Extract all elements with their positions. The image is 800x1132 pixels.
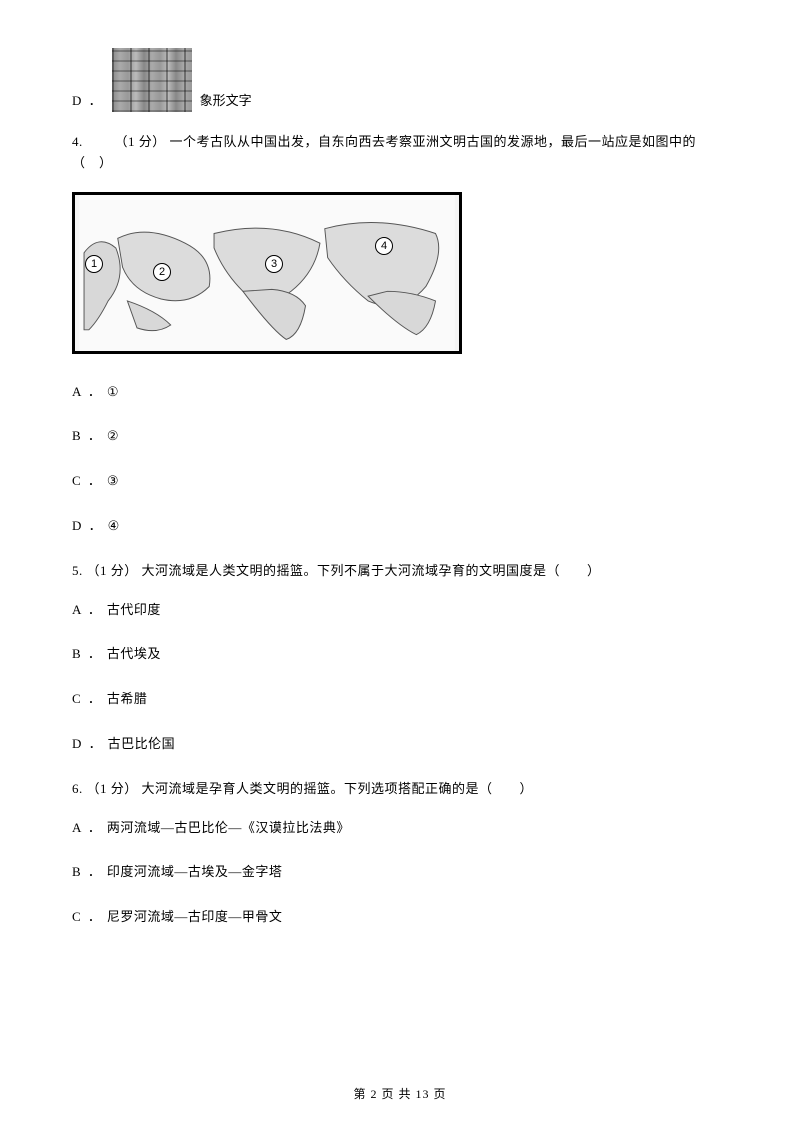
option-label: B ． (72, 646, 103, 661)
points: （1 分） (115, 134, 166, 149)
page-footer: 第 2 页 共 13 页 (0, 1085, 800, 1104)
option-label: C ． (72, 691, 103, 706)
option-label: D ． (72, 518, 104, 533)
footer-prefix: 第 (353, 1087, 370, 1101)
option-label: D ． (72, 91, 104, 112)
map-label-2: 2 (153, 263, 171, 281)
option-label: D ． (72, 736, 104, 751)
option-text: ④ (108, 518, 120, 533)
points: （1 分） (87, 781, 138, 796)
points: （1 分） (87, 563, 138, 578)
q5-option-c: C ． 古希腊 (72, 689, 728, 710)
q5-stem: 5. （1 分） 大河流域是人类文明的摇篮。下列不属于大河流域孕育的文明国度是（… (72, 561, 728, 582)
question-number: 6. (72, 781, 83, 796)
footer-total: 13 (416, 1087, 430, 1101)
q6-option-c: C ． 尼罗河流域—古印度—甲骨文 (72, 907, 728, 928)
question-number: 4. (72, 134, 83, 149)
footer-mid: 页 共 (377, 1087, 415, 1101)
map-label-3: 3 (265, 255, 283, 273)
map-svg (75, 195, 459, 351)
option-label: C ． (72, 473, 103, 488)
q5-option-b: B ． 古代埃及 (72, 644, 728, 665)
stem-text: 大河流域是孕育人类文明的摇篮。下列选项搭配正确的是（ ） (142, 781, 534, 796)
option-label: B ． (72, 864, 103, 879)
q5-option-d: D ． 古巴比伦国 (72, 734, 728, 755)
option-text: ③ (107, 473, 119, 488)
q3-option-d: D ． 象形文字 (72, 48, 728, 112)
map-label-1: 1 (85, 255, 103, 273)
option-text: 印度河流域—古埃及—金字塔 (107, 864, 283, 879)
option-text: 古代埃及 (107, 646, 161, 661)
q6-stem: 6. （1 分） 大河流域是孕育人类文明的摇篮。下列选项搭配正确的是（ ） (72, 779, 728, 800)
q4-stem: 4. （1 分） 一个考古队从中国出发，自东向西去考察亚洲文明古国的发源地，最后… (72, 132, 728, 174)
option-text: 古希腊 (107, 691, 148, 706)
hieroglyph-image (112, 48, 192, 112)
q4-option-b: B ． ② (72, 426, 728, 447)
option-text: 两河流域—古巴比伦—《汉谟拉比法典》 (107, 820, 350, 835)
option-text: 象形文字 (200, 91, 252, 112)
option-text: ② (107, 428, 119, 443)
question-number: 5. (72, 563, 83, 578)
q4-option-d: D ． ④ (72, 516, 728, 537)
q6-option-a: A ． 两河流域—古巴比伦—《汉谟拉比法典》 (72, 818, 728, 839)
stem-text: 大河流域是人类文明的摇篮。下列不属于大河流域孕育的文明国度是（ ） (142, 563, 601, 578)
option-text: ① (107, 384, 119, 399)
option-text: 古代印度 (107, 602, 161, 617)
stem-text: 一个考古队从中国出发，自东向西去考察亚洲文明古国的发源地，最后一站应是如图中的（… (72, 134, 696, 170)
option-label: B ． (72, 428, 103, 443)
q6-option-b: B ． 印度河流域—古埃及—金字塔 (72, 862, 728, 883)
footer-suffix: 页 (430, 1087, 447, 1101)
option-label: A ． (72, 820, 103, 835)
option-label: C ． (72, 909, 103, 924)
map-label-4: 4 (375, 237, 393, 255)
q5-option-a: A ． 古代印度 (72, 600, 728, 621)
map-figure: 1 2 3 4 (72, 192, 462, 354)
option-text: 古巴比伦国 (108, 736, 176, 751)
q4-option-a: A ． ① (72, 382, 728, 403)
option-label: A ． (72, 384, 103, 399)
option-label: A ． (72, 602, 103, 617)
q4-option-c: C ． ③ (72, 471, 728, 492)
option-text: 尼罗河流域—古印度—甲骨文 (107, 909, 283, 924)
